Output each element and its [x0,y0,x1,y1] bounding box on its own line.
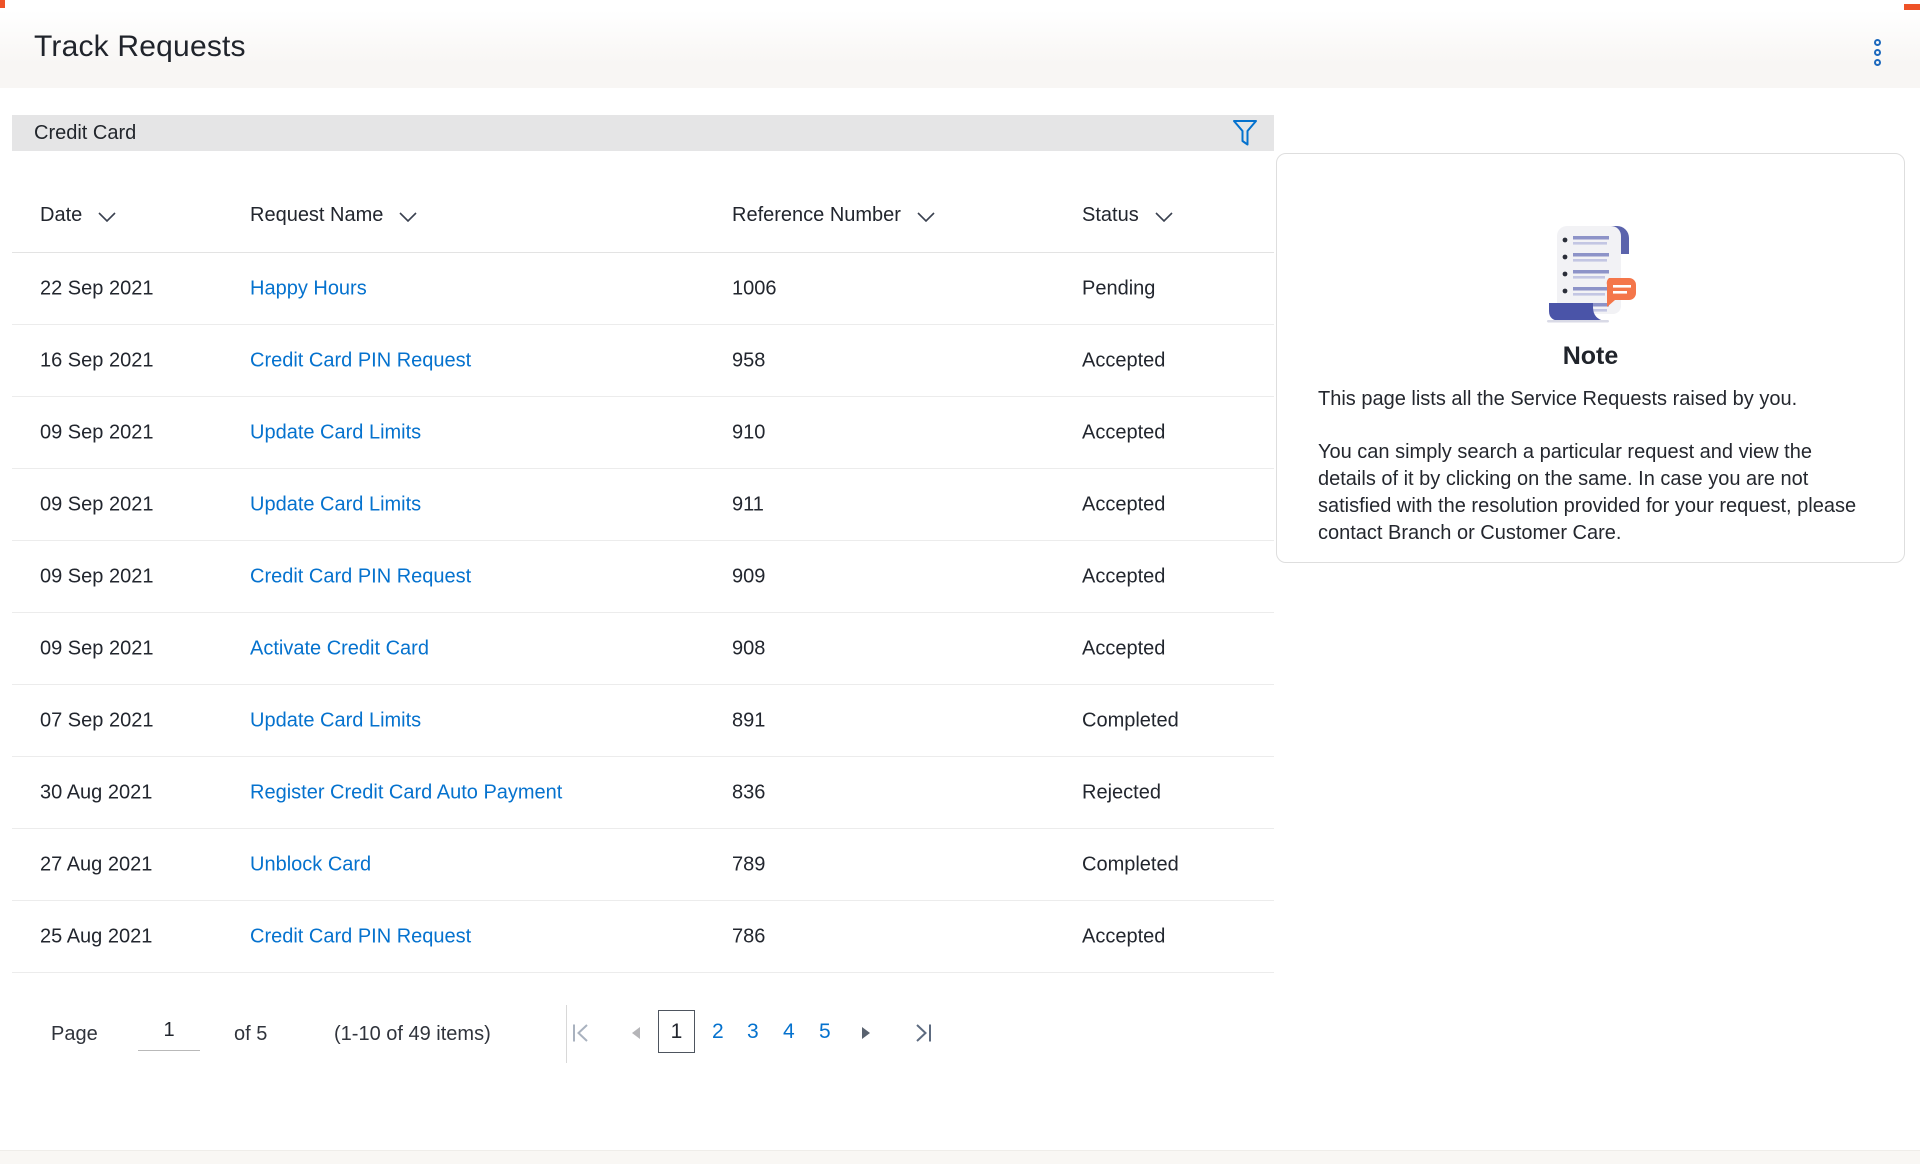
request-link[interactable]: Credit Card PIN Request [250,925,472,947]
accent-corner-left [0,0,5,8]
cell-date: 07 Sep 2021 [40,709,154,731]
sort-chevron-icon[interactable] [98,212,116,222]
table-row: 27 Aug 2021 Unblock Card 789 Completed [12,829,1274,901]
request-link[interactable]: Credit Card PIN Request [250,565,472,587]
column-header-label: Request Name [250,204,384,226]
cell-reference: 909 [732,565,766,587]
page-link-3[interactable]: 3 [747,1020,759,1043]
column-header-request-name: Request Name [250,204,417,227]
note-paragraph: You can simply search a particular reque… [1318,441,1857,544]
cell-status: Accepted [1082,565,1166,587]
cell-status: Accepted [1082,493,1166,515]
last-page-icon[interactable] [915,1023,932,1046]
cell-reference: 786 [732,925,766,947]
request-link[interactable]: Update Card Limits [250,709,422,731]
cell-date: 27 Aug 2021 [40,853,153,875]
column-header-status: Status [1082,204,1173,227]
cell-date: 09 Sep 2021 [40,421,154,443]
cell-reference: 789 [732,853,766,875]
cell-status: Pending [1082,277,1156,299]
sort-chevron-icon[interactable] [1155,212,1173,222]
table-header-row: Date Request Name Reference Number Statu… [12,196,1274,253]
table-row: 16 Sep 2021 Credit Card PIN Request 958 … [12,325,1274,397]
cell-date: 09 Sep 2021 [40,565,154,587]
request-link[interactable]: Update Card Limits [250,421,422,443]
footer-strip [0,1150,1920,1164]
items-count-label: (1-10 of 49 items) [334,1023,491,1045]
next-page-icon[interactable] [861,1026,871,1043]
cell-status: Accepted [1082,637,1166,659]
request-link[interactable]: Credit Card PIN Request [250,349,472,371]
requests-table: Date Request Name Reference Number Statu… [12,196,1274,973]
cell-reference: 891 [732,709,766,731]
page-title: Track Requests [34,30,246,63]
cell-reference: 911 [732,493,764,515]
sort-chevron-icon[interactable] [399,212,417,222]
table-row: 25 Aug 2021 Credit Card PIN Request 786 … [12,901,1274,973]
current-page-box[interactable]: 1 [658,1010,695,1053]
column-header-reference-number: Reference Number [732,204,935,227]
request-link[interactable]: Update Card Limits [250,493,422,515]
table-row: 22 Sep 2021 Happy Hours 1006 Pending [12,253,1274,325]
cell-status: Completed [1082,853,1179,875]
cell-status: Accepted [1082,421,1166,443]
note-paragraph: This page lists all the Service Requests… [1318,388,1798,410]
request-link[interactable]: Happy Hours [250,277,367,299]
note-panel: Note This page lists all the Service Req… [1276,153,1905,563]
kebab-dot [1873,58,1881,66]
table-row: 09 Sep 2021 Activate Credit Card 908 Acc… [12,613,1274,685]
cell-reference: 910 [732,421,766,443]
column-header-date: Date [40,204,116,227]
table-row: 09 Sep 2021 Update Card Limits 911 Accep… [12,469,1274,541]
table-row: 09 Sep 2021 Update Card Limits 910 Accep… [12,397,1274,469]
page-label: Page [51,1023,98,1045]
pagination-bar: Page of 5 (1-10 of 49 items) 1 2 3 4 5 [12,1003,1274,1067]
cell-reference: 958 [732,349,766,371]
cell-date: 22 Sep 2021 [40,277,154,299]
request-link[interactable]: Unblock Card [250,853,372,875]
table-row: 07 Sep 2021 Update Card Limits 891 Compl… [12,685,1274,757]
previous-page-icon[interactable] [631,1026,641,1043]
note-body: This page lists all the Service Requests… [1318,386,1870,547]
pagination-divider [566,1005,567,1063]
category-filter-bar: Credit Card [12,115,1274,151]
page-link-4[interactable]: 4 [783,1020,795,1043]
cell-date: 09 Sep 2021 [40,493,154,515]
filter-funnel-icon[interactable] [1230,119,1260,149]
request-link[interactable]: Activate Credit Card [250,637,429,659]
note-scroll-icon [1543,216,1639,329]
cell-reference: 1006 [732,277,777,299]
cell-status: Rejected [1082,781,1161,803]
first-page-icon[interactable] [572,1023,589,1046]
page-link-2[interactable]: 2 [712,1020,724,1043]
cell-reference: 908 [732,637,766,659]
cell-status: Accepted [1082,925,1166,947]
table-row: 30 Aug 2021 Register Credit Card Auto Pa… [12,757,1274,829]
page-number-input[interactable] [138,1011,200,1051]
page-of-label: of 5 [234,1023,268,1045]
kebab-dot [1873,38,1881,46]
column-header-label: Date [40,204,83,226]
sort-chevron-icon[interactable] [917,212,935,222]
kebab-menu-icon[interactable] [1866,34,1888,70]
page-header: Track Requests [0,10,1920,88]
table-row: 09 Sep 2021 Credit Card PIN Request 909 … [12,541,1274,613]
kebab-dot [1873,48,1881,56]
cell-date: 25 Aug 2021 [40,925,153,947]
cell-status: Completed [1082,709,1179,731]
column-header-label: Status [1082,204,1139,226]
cell-date: 09 Sep 2021 [40,637,154,659]
cell-date: 30 Aug 2021 [40,781,153,803]
request-link[interactable]: Register Credit Card Auto Payment [250,781,563,803]
cell-date: 16 Sep 2021 [40,349,154,371]
note-title: Note [1562,342,1619,370]
cell-status: Accepted [1082,349,1166,371]
column-header-label: Reference Number [732,204,901,226]
cell-reference: 836 [732,781,766,803]
page-link-5[interactable]: 5 [819,1020,831,1043]
category-label: Credit Card [34,121,137,144]
